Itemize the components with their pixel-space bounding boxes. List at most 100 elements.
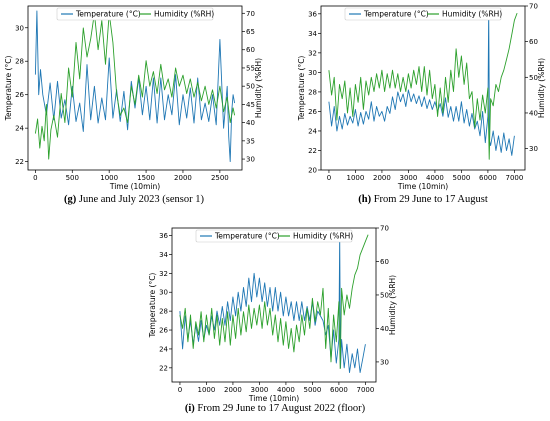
caption-text: From 29 June to 17 August (371, 194, 488, 205)
legend-entry: Temperature (°C) (363, 10, 429, 19)
legend-entry: Humidity (%RH) (293, 232, 353, 241)
y2-tick-label: 40 (246, 119, 255, 127)
legend-entry: Temperature (°C) (214, 232, 280, 241)
x-tick-label: 500 (66, 174, 79, 182)
y-tick-label: 32 (308, 49, 317, 57)
y-tick-label: 22 (15, 158, 24, 166)
caption-label: (g) (64, 194, 77, 205)
y2-tick-label: 55 (246, 64, 255, 72)
x-tick-label: 4000 (277, 386, 295, 394)
y-tick-label: 36 (159, 232, 168, 240)
x-axis-label: Time (10min) (109, 182, 160, 191)
x-axis-label: Time (10min) (397, 182, 448, 191)
y-axis-label: Temperature (°C) (297, 56, 306, 122)
x-tick-label: 2000 (373, 174, 391, 182)
legend: Temperature (°C) Humidity (%RH) (195, 229, 353, 243)
y-tick-label: 26 (15, 91, 24, 99)
y2-axis-label: Humidity (%RH) (388, 275, 397, 335)
y2-tick-label: 35 (246, 137, 255, 145)
y-tick-label: 24 (159, 345, 168, 353)
y2-tick-label: 50 (529, 74, 538, 82)
x-tick-label: 6000 (330, 386, 348, 394)
y-tick-label: 30 (159, 289, 168, 297)
x-tick-label: 0 (33, 174, 37, 182)
x-tick-label: 4000 (426, 174, 444, 182)
panel-h: 0 1000 2000 3000 4000 5000 6000 7000 20 22 24 26 28 3… (297, 3, 546, 206)
series-line-temperature (179, 235, 366, 374)
legend-frame (344, 7, 502, 21)
legend-frame (195, 229, 353, 243)
y-axis-label: Temperature (°C) (4, 56, 13, 122)
y-tick-label: 34 (159, 251, 168, 259)
y2-tick-label: 30 (246, 156, 255, 164)
y2-tick-label: 70 (380, 225, 389, 233)
x-tick-label: 5000 (304, 386, 322, 394)
caption-text: From 29 June to 17 August 2022 (floor) (195, 403, 366, 414)
legend-frame (56, 7, 214, 21)
y2-tick-label: 40 (529, 109, 538, 117)
axes-frame (27, 5, 243, 171)
y-tick-label: 34 (308, 30, 317, 38)
y-axis-label: Temperature (°C) (148, 273, 157, 339)
y2-tick-label: 50 (380, 291, 389, 299)
y-tick-label: 22 (308, 147, 317, 155)
y2-tick-label: 70 (529, 3, 538, 11)
axes-frame (171, 227, 377, 383)
legend-entry: Humidity (%RH) (154, 10, 214, 19)
x-tick-label: 6000 (479, 174, 497, 182)
y-tick-label: 22 (159, 364, 168, 372)
x-tick-label: 2000 (224, 386, 242, 394)
y2-axis-label: Humidity (%RH) (537, 58, 546, 118)
y-tick-label: 28 (159, 308, 168, 316)
series-line-humidity (34, 12, 236, 160)
x-tick-label: 7000 (356, 386, 374, 394)
y-tick-label: 30 (308, 69, 317, 77)
y-tick-label: 36 (308, 10, 317, 18)
y2-tick-label: 50 (246, 83, 255, 91)
series-line-temperature (328, 8, 515, 156)
x-tick-label: 1500 (137, 174, 155, 182)
legend-entry: Humidity (%RH) (442, 10, 502, 19)
panel-caption: (h) From 29 June to 17 August (358, 194, 488, 205)
y-tick-label: 30 (15, 24, 24, 32)
panel-i: 0 1000 2000 3000 4000 5000 6000 7000 22 24 26 28 30 3… (148, 225, 397, 415)
y2-tick-label: 45 (246, 101, 255, 109)
panel-caption: (g) June and July 2023 (sensor 1) (64, 194, 204, 205)
y-tick-label: 24 (308, 127, 317, 135)
x-tick-label: 7000 (505, 174, 523, 182)
panel-g: 0 500 1000 1500 2000 2500 22 24 26 28 30 30 35 40 45 50… (4, 5, 263, 205)
y-tick-label: 26 (159, 327, 168, 335)
x-tick-label: 1000 (100, 174, 118, 182)
x-tick-label: 1000 (347, 174, 365, 182)
axes-frame (320, 5, 526, 171)
y2-tick-label: 60 (380, 258, 389, 266)
x-tick-label: 2500 (211, 174, 229, 182)
panel-caption: (i) From 29 June to 17 August 2022 (floo… (185, 403, 366, 414)
y-tick-label: 20 (308, 167, 317, 175)
y-tick-label: 28 (308, 88, 317, 96)
plot-area (179, 234, 369, 374)
caption-text: June and July 2023 (sensor 1) (76, 194, 204, 205)
x-axis-label: Time (10min) (248, 394, 299, 403)
y2-tick-label: 30 (529, 145, 538, 153)
caption-label: (i) (185, 403, 195, 414)
x-tick-label: 2000 (174, 174, 192, 182)
y2-axis-label: Humidity (%RH) (254, 58, 263, 118)
y2-tick-label: 40 (380, 325, 389, 333)
y2-tick-label: 70 (246, 10, 255, 18)
y-tick-label: 26 (308, 108, 317, 116)
caption-label: (h) (358, 194, 371, 205)
y2-tick-label: 65 (246, 28, 255, 36)
legend: Temperature (°C) Humidity (%RH) (56, 7, 214, 21)
y2-tick-label: 60 (246, 46, 255, 54)
y-tick-label: 24 (15, 125, 24, 133)
x-tick-label: 1000 (198, 386, 216, 394)
y-tick-label: 32 (159, 270, 168, 278)
x-tick-label: 3000 (400, 174, 418, 182)
series-line-humidity (179, 234, 369, 370)
legend: Temperature (°C) Humidity (%RH) (344, 7, 502, 21)
y2-tick-label: 30 (380, 358, 389, 366)
y2-tick-label: 60 (529, 38, 538, 46)
legend-entry: Temperature (°C) (75, 10, 141, 19)
